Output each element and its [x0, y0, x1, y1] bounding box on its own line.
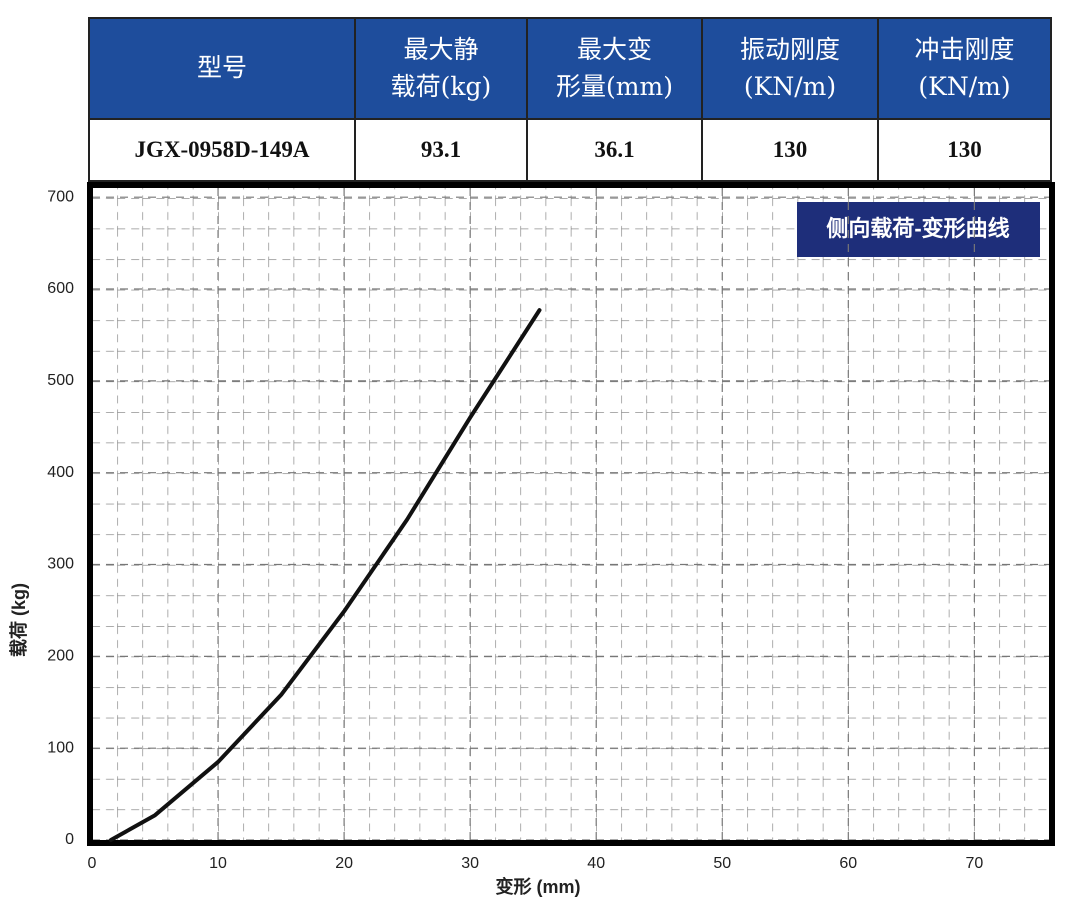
header-cell: 振动刚度 (KN/m)	[701, 17, 879, 120]
y-axis-label: 载荷 (kg)	[8, 583, 29, 657]
x-tick-label: 30	[461, 855, 479, 872]
header-cell: 型号	[88, 17, 356, 120]
y-tick-label: 100	[47, 739, 74, 756]
x-tick-label: 60	[839, 855, 857, 872]
header-cell: 最大静 载荷(kg)	[354, 17, 528, 120]
plot-frame	[87, 182, 1055, 846]
x-tick-label: 50	[713, 855, 731, 872]
y-tick-label: 400	[47, 464, 74, 481]
header-cell: 冲击刚度 (KN/m)	[877, 17, 1052, 120]
y-tick-label: 300	[47, 556, 74, 573]
chart-title: 侧向载荷-变形曲线	[826, 216, 1009, 241]
x-tick-label: 10	[209, 855, 227, 872]
cell: 36.1	[526, 118, 703, 182]
header-cell: 最大变 形量(mm)	[526, 17, 703, 120]
x-axis-label: 变形 (mm)	[496, 876, 581, 897]
cell: 130	[877, 118, 1052, 182]
x-tick-label: 0	[88, 855, 97, 872]
x-tick-label: 70	[965, 855, 983, 872]
grid-pattern	[92, 188, 1050, 840]
title-box	[797, 202, 1040, 257]
spec-table: 型号 最大静 载荷(kg) 最大变 形量(mm) 振动刚度 (KN/m) 冲击刚度 (K…	[88, 17, 1052, 182]
data-row: JGX-0958D-149A 93.1 36.1 130 130	[88, 118, 1052, 182]
y-tick-label: 600	[47, 280, 74, 297]
y-tick-label: 700	[47, 188, 74, 205]
y-tick-label: 200	[47, 648, 74, 665]
y-tick-label: 500	[47, 372, 74, 389]
header-row: 型号 最大静 载荷(kg) 最大变 形量(mm) 振动刚度 (KN/m) 冲击刚度 (K…	[88, 17, 1052, 120]
x-tick-label: 40	[587, 855, 605, 872]
cell: JGX-0958D-149A	[88, 118, 356, 182]
cell: 130	[701, 118, 879, 182]
x-tick-label: 20	[335, 855, 353, 872]
y-tick-label: 0	[65, 831, 74, 848]
cell: 93.1	[354, 118, 528, 182]
data-line	[108, 308, 542, 842]
